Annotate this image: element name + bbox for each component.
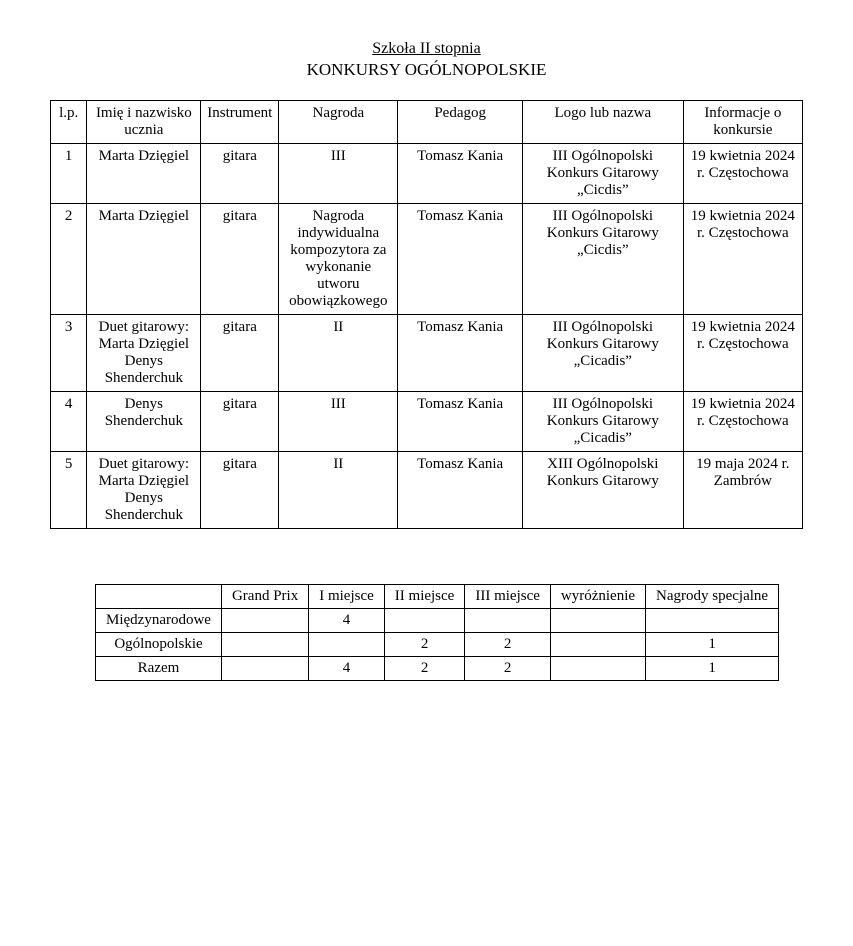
summary-cell-wyr (550, 633, 645, 657)
cell-inst: gitara (201, 204, 279, 315)
summary-cell-label: Międzynarodowe (96, 609, 222, 633)
cell-inst: gitara (201, 144, 279, 204)
summary-cell-m3: 2 (465, 657, 551, 681)
cell-nagroda: III (279, 144, 398, 204)
cell-inst: gitara (201, 315, 279, 392)
cell-pedagog: Tomasz Kania (398, 315, 522, 392)
cell-name: Duet gitarowy: Marta Dzięgiel Denys Shen… (87, 452, 201, 529)
cell-logo: XIII Ogólnopolski Konkurs Gitarowy (522, 452, 683, 529)
cell-info: 19 maja 2024 r. Zambrów (683, 452, 802, 529)
header-name: Imię i nazwisko ucznia (87, 101, 201, 144)
header-nagroda: Nagroda (279, 101, 398, 144)
title-line-2: KONKURSY OGÓLNOPOLSKIE (50, 60, 803, 80)
table-row: 5Duet gitarowy: Marta Dzięgiel Denys She… (51, 452, 803, 529)
summary-header-m2: II miejsce (384, 585, 465, 609)
summary-cell-gp (221, 609, 308, 633)
summary-header-m3: III miejsce (465, 585, 551, 609)
summary-cell-gp (221, 633, 308, 657)
summary-cell-m3 (465, 609, 551, 633)
cell-nagroda: III (279, 392, 398, 452)
summary-cell-label: Razem (96, 657, 222, 681)
summary-cell-m2 (384, 609, 465, 633)
cell-lp: 1 (51, 144, 87, 204)
cell-nagroda: Nagroda indywidualna kompozytora za wyko… (279, 204, 398, 315)
cell-name: Denys Shenderchuk (87, 392, 201, 452)
summary-cell-m1: 4 (309, 657, 385, 681)
document-title-block: Szkoła II stopnia KONKURSY OGÓLNOPOLSKIE (50, 40, 803, 80)
cell-name: Marta Dzięgiel (87, 144, 201, 204)
table-row: 2Marta DzięgielgitaraNagroda indywidualn… (51, 204, 803, 315)
summary-header-wyr: wyróżnienie (550, 585, 645, 609)
cell-lp: 5 (51, 452, 87, 529)
competitions-table-body: 1Marta DzięgielgitaraIIITomasz KaniaIII … (51, 144, 803, 529)
cell-lp: 3 (51, 315, 87, 392)
cell-nagroda: II (279, 315, 398, 392)
cell-info: 19 kwietnia 2024 r. Częstochowa (683, 315, 802, 392)
cell-inst: gitara (201, 392, 279, 452)
cell-lp: 2 (51, 204, 87, 315)
header-info: Informacje o konkursie (683, 101, 802, 144)
summary-cell-m1 (309, 633, 385, 657)
cell-logo: III Ogólnopolski Konkurs Gitarowy „Cicdi… (522, 204, 683, 315)
header-logo: Logo lub nazwa (522, 101, 683, 144)
cell-info: 19 kwietnia 2024 r. Częstochowa (683, 392, 802, 452)
cell-name: Marta Dzięgiel (87, 204, 201, 315)
cell-pedagog: Tomasz Kania (398, 204, 522, 315)
summary-header-row: Grand Prix I miejsce II miejsce III miej… (96, 585, 779, 609)
cell-nagroda: II (279, 452, 398, 529)
summary-cell-wyr (550, 657, 645, 681)
summary-table: Grand Prix I miejsce II miejsce III miej… (95, 584, 779, 681)
cell-pedagog: Tomasz Kania (398, 144, 522, 204)
summary-cell-spec (646, 609, 779, 633)
cell-lp: 4 (51, 392, 87, 452)
table-row: 1Marta DzięgielgitaraIIITomasz KaniaIII … (51, 144, 803, 204)
header-lp: l.p. (51, 101, 87, 144)
summary-cell-wyr (550, 609, 645, 633)
header-instrument: Instrument (201, 101, 279, 144)
cell-info: 19 kwietnia 2024 r. Częstochowa (683, 204, 802, 315)
summary-row: Międzynarodowe 4 (96, 609, 779, 633)
summary-cell-spec: 1 (646, 633, 779, 657)
table-row: 4Denys ShenderchukgitaraIIITomasz KaniaI… (51, 392, 803, 452)
table-row: 3Duet gitarowy: Marta Dzięgiel Denys She… (51, 315, 803, 392)
summary-row: Ogólnopolskie 22 1 (96, 633, 779, 657)
cell-logo: III Ogólnopolski Konkurs Gitarowy „Cicdi… (522, 144, 683, 204)
summary-header-spec: Nagrody specjalne (646, 585, 779, 609)
cell-inst: gitara (201, 452, 279, 529)
summary-header-blank (96, 585, 222, 609)
cell-info: 19 kwietnia 2024 r. Częstochowa (683, 144, 802, 204)
summary-table-body: Międzynarodowe4Ogólnopolskie221Razem4221 (96, 609, 779, 681)
cell-pedagog: Tomasz Kania (398, 392, 522, 452)
cell-name: Duet gitarowy: Marta Dzięgiel Denys Shen… (87, 315, 201, 392)
cell-pedagog: Tomasz Kania (398, 452, 522, 529)
table-header-row: l.p. Imię i nazwisko ucznia Instrument N… (51, 101, 803, 144)
summary-cell-gp (221, 657, 308, 681)
competitions-table: l.p. Imię i nazwisko ucznia Instrument N… (50, 100, 803, 529)
summary-cell-m2: 2 (384, 657, 465, 681)
cell-logo: III Ogólnopolski Konkurs Gitarowy „Cicad… (522, 392, 683, 452)
title-line-1: Szkoła II stopnia (50, 40, 803, 58)
summary-header-m1: I miejsce (309, 585, 385, 609)
header-pedagog: Pedagog (398, 101, 522, 144)
cell-logo: III Ogólnopolski Konkurs Gitarowy „Cicad… (522, 315, 683, 392)
summary-cell-m3: 2 (465, 633, 551, 657)
summary-row: Razem4221 (96, 657, 779, 681)
summary-cell-spec: 1 (646, 657, 779, 681)
summary-cell-m1: 4 (309, 609, 385, 633)
summary-cell-m2: 2 (384, 633, 465, 657)
summary-cell-label: Ogólnopolskie (96, 633, 222, 657)
summary-header-gp: Grand Prix (221, 585, 308, 609)
